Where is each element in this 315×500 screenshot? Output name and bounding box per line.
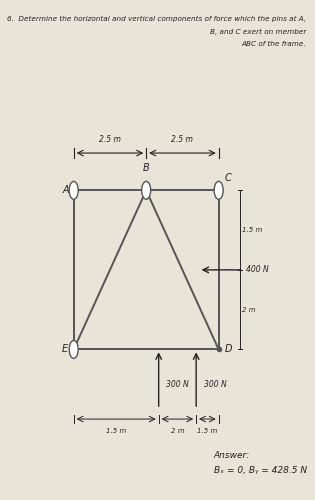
Text: 300 N: 300 N [166,380,189,389]
Text: 400 N: 400 N [246,266,269,274]
Text: 2.5 m: 2.5 m [171,135,193,144]
Text: B, and C exert on member: B, and C exert on member [210,28,306,35]
Text: 2.5 m: 2.5 m [99,135,121,144]
Text: 2 m: 2 m [242,306,256,312]
Text: 6.  Determine the horizontal and vertical components of force which the pins at : 6. Determine the horizontal and vertical… [7,16,306,22]
Text: 1.5 m: 1.5 m [242,227,263,233]
Text: E: E [61,344,67,354]
Text: Bₓ = 0, Bᵧ = 428.5 N: Bₓ = 0, Bᵧ = 428.5 N [214,466,307,475]
Text: 300 N: 300 N [204,380,226,389]
Text: 2 m: 2 m [171,428,184,434]
Text: B: B [143,163,150,173]
Text: 1.5 m: 1.5 m [197,428,218,434]
Circle shape [142,182,151,200]
Circle shape [69,182,78,200]
Circle shape [69,340,78,358]
Text: ABC of the frame.: ABC of the frame. [242,41,306,47]
Text: 1.5 m: 1.5 m [106,428,126,434]
Circle shape [214,182,223,200]
Text: D: D [225,344,232,354]
Text: C: C [225,173,232,183]
Text: Answer:: Answer: [214,452,250,460]
Text: A: A [63,186,70,196]
